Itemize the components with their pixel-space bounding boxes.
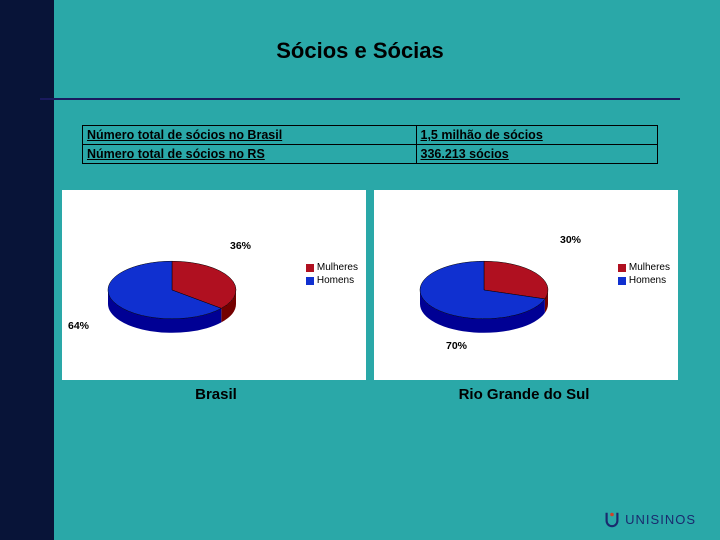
slide: Sócios e Sócias Número total de sócios n…: [0, 0, 720, 540]
legend-text: Homens: [317, 275, 354, 286]
brand-logo: UNISINOS: [603, 510, 696, 528]
legend-text: Homens: [629, 275, 666, 286]
legend-swatch: [618, 277, 626, 285]
chart-panel-rs: 30% 70% Mulheres Homens: [374, 190, 678, 380]
left-stripe: [0, 0, 54, 540]
chart-panel-brasil: 36% 64% Mulheres Homens: [62, 190, 366, 380]
legend-swatch: [618, 264, 626, 272]
table-row: Número total de sócios no Brasil 1,5 mil…: [83, 126, 658, 145]
table-cell-label: Número total de sócios no Brasil: [83, 126, 417, 145]
legend-text: Mulheres: [317, 262, 358, 273]
horizontal-rule: [40, 98, 680, 100]
legend-text: Mulheres: [629, 262, 670, 273]
table-row: Número total de sócios no RS 336.213 sóc…: [83, 145, 658, 164]
legend-item: Mulheres: [306, 262, 358, 273]
summary-table: Número total de sócios no Brasil 1,5 mil…: [82, 125, 658, 164]
legend-swatch: [306, 277, 314, 285]
chart-titles-row: Brasil Rio Grande do Sul: [62, 386, 678, 403]
chart-title: Rio Grande do Sul: [370, 386, 678, 403]
logo-text: UNISINOS: [625, 512, 696, 527]
table-cell-label: Número total de sócios no RS: [83, 145, 417, 164]
table-cell-value: 336.213 sócios: [416, 145, 658, 164]
charts-container: 36% 64% Mulheres Homens 30% 70% Mulheres Homen…: [62, 190, 678, 380]
legend-swatch: [306, 264, 314, 272]
chart-legend: Mulheres Homens: [306, 262, 358, 288]
legend-item: Mulheres: [618, 262, 670, 273]
legend-item: Homens: [618, 275, 670, 286]
logo-icon: [603, 510, 621, 528]
slide-title: Sócios e Sócias: [0, 38, 720, 64]
slice-label: 64%: [68, 320, 89, 332]
slice-label: 30%: [560, 234, 581, 246]
legend-item: Homens: [306, 275, 358, 286]
chart-title: Brasil: [62, 386, 370, 403]
chart-legend: Mulheres Homens: [618, 262, 670, 288]
slice-label: 70%: [446, 340, 467, 352]
slice-label: 36%: [230, 240, 251, 252]
table-cell-value: 1,5 milhão de sócios: [416, 126, 658, 145]
